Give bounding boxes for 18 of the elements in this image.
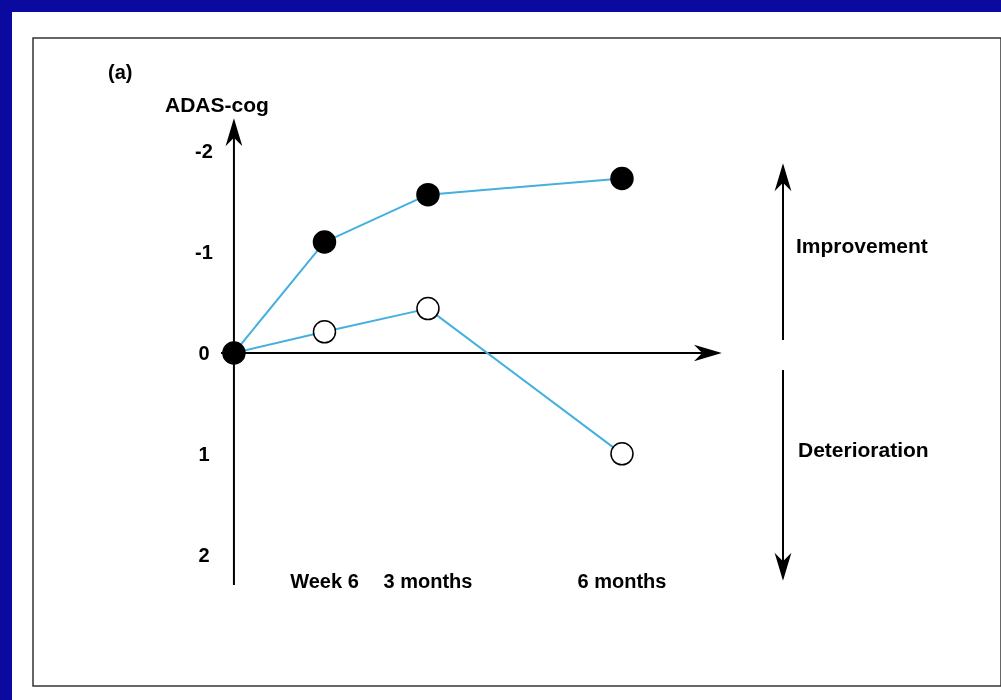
x-tick-label: Week 6 bbox=[290, 570, 359, 592]
y-tick-label: 0 bbox=[198, 342, 210, 364]
y-tick-label: 2 bbox=[198, 543, 210, 566]
point bbox=[610, 442, 634, 466]
point bbox=[312, 230, 337, 254]
y-tick-label: -2 bbox=[195, 140, 213, 163]
point bbox=[416, 296, 440, 321]
y-tick-label: 1 bbox=[198, 442, 210, 465]
y-tick-label: -1 bbox=[195, 241, 213, 264]
x-tick-label: 6 months bbox=[577, 570, 667, 592]
point bbox=[312, 320, 337, 344]
text: Deterioration bbox=[798, 438, 929, 462]
text: Improvement bbox=[796, 234, 928, 258]
x-tick-label: 3 months bbox=[383, 570, 473, 592]
y-axis-title: ADAS-cog bbox=[165, 93, 269, 117]
point bbox=[610, 166, 634, 191]
point bbox=[416, 182, 440, 207]
text: (a) bbox=[108, 61, 133, 83]
